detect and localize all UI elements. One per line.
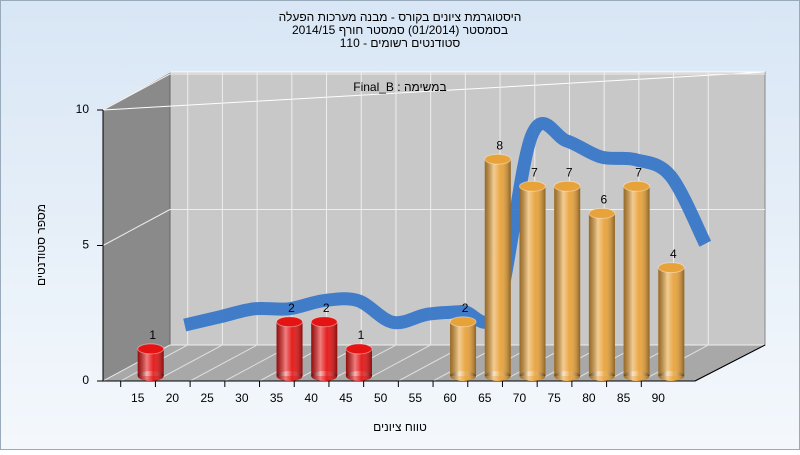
bar — [623, 180, 651, 381]
bar-top — [518, 180, 546, 192]
bar-shade — [276, 321, 303, 376]
grid-line — [189, 344, 258, 382]
bar-bottom-shade — [658, 371, 685, 381]
x-tick-label: 20 — [166, 391, 180, 405]
grid-line — [155, 344, 223, 382]
x-tick-label: 40 — [305, 391, 319, 405]
x-tick-label: 25 — [200, 391, 214, 405]
data-label: 4 — [670, 247, 677, 261]
data-label: 2 — [288, 301, 295, 315]
bar-bottom-shade — [519, 371, 546, 381]
bar — [518, 180, 546, 381]
grid-line — [102, 73, 171, 111]
bar — [484, 153, 512, 381]
grid-line — [363, 344, 431, 382]
bar-shade — [554, 186, 581, 376]
x-tick-label: 80 — [582, 391, 596, 405]
bar-top — [657, 262, 685, 274]
x-tick-label: 85 — [617, 391, 631, 405]
bar-bottom-shade — [311, 371, 338, 381]
y-tick-label: 5 — [82, 238, 89, 252]
data-label: 7 — [531, 165, 538, 179]
bar — [449, 316, 477, 381]
chart-title: 110 - סטודנטים רשומים — [340, 36, 461, 50]
bar-top — [310, 316, 338, 328]
depth-axis — [694, 344, 766, 382]
x-tick-label: 30 — [235, 391, 249, 405]
bar — [657, 262, 685, 381]
x-tick-label: 70 — [513, 391, 527, 405]
distribution-curve — [183, 117, 712, 332]
bar-top — [276, 316, 304, 328]
frame-edge — [102, 71, 766, 111]
x-tick-label: 75 — [547, 391, 561, 405]
bar-bottom-shade — [484, 371, 511, 381]
x-tick-label: 45 — [339, 391, 353, 405]
bar-shade — [588, 213, 615, 376]
y-axis-label: מספר סטודנטים — [34, 204, 48, 286]
bar-top — [623, 180, 651, 192]
bar-bottom-shade — [345, 371, 372, 381]
bar-top — [137, 343, 165, 355]
annotation: במשימה : Final_B — [353, 80, 446, 94]
chart-title: היסטוגרמת ציונים בקורס - מבנה מערכות הפע… — [279, 10, 522, 24]
x-tick-label: 55 — [409, 391, 423, 405]
data-label: 1 — [149, 328, 156, 342]
bar-shade — [484, 159, 511, 376]
bar-shade — [450, 321, 477, 376]
bar-bottom-shade — [623, 371, 650, 381]
bar-shade — [519, 186, 546, 376]
bar-top — [484, 153, 512, 165]
bar-shade — [658, 267, 685, 376]
bar — [553, 180, 581, 381]
bar-shade — [311, 321, 338, 376]
bar-top — [553, 180, 581, 192]
bar — [276, 316, 304, 381]
bar-bottom-shade — [450, 371, 477, 381]
data-label: 2 — [323, 301, 330, 315]
bar-top — [449, 316, 477, 328]
bar-top — [588, 207, 616, 219]
x-tick-label: 90 — [652, 391, 666, 405]
data-label: 7 — [635, 165, 642, 179]
chart-title: בסמסטר (01/2014) סמסטר חורף 2014/15 — [292, 23, 508, 37]
bar — [310, 316, 338, 381]
bar-shade — [623, 186, 650, 376]
y-tick-label: 10 — [76, 102, 90, 116]
bar-top — [345, 343, 373, 355]
y-tick-label: 0 — [82, 373, 89, 387]
bar-bottom-shade — [137, 371, 164, 381]
x-tick-label: 15 — [131, 391, 145, 405]
x-tick-label: 35 — [270, 391, 284, 405]
data-label: 6 — [601, 193, 608, 207]
bar-bottom-shade — [276, 371, 303, 381]
x-tick-label: 50 — [374, 391, 388, 405]
bar-bottom-shade — [554, 371, 581, 381]
data-label: 1 — [358, 328, 365, 342]
x-axis-label: טווח ציונים — [373, 420, 427, 434]
bar — [345, 343, 373, 381]
bar-bottom-shade — [588, 371, 615, 381]
data-label: 2 — [462, 301, 469, 315]
bar — [588, 207, 616, 381]
data-label: 7 — [566, 165, 573, 179]
x-tick-label: 65 — [478, 391, 492, 405]
data-label: 8 — [496, 138, 503, 152]
x-tick-label: 60 — [443, 391, 457, 405]
bar — [137, 343, 165, 381]
grid-line — [102, 209, 171, 246]
left-wall — [102, 71, 171, 382]
